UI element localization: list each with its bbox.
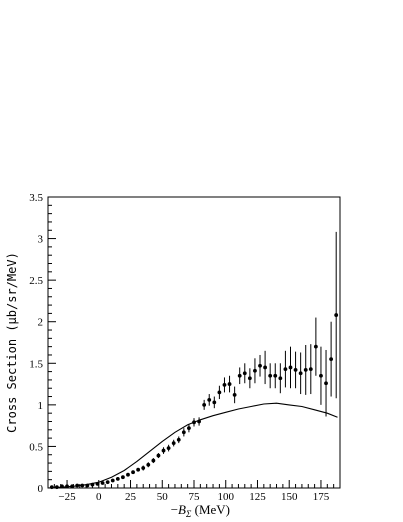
x-tick-label: −25 [58, 491, 76, 503]
data-point [105, 480, 110, 485]
data-point [131, 470, 135, 475]
data-point [268, 373, 273, 378]
data-point [217, 390, 222, 395]
x-axis-label-symbol: B [178, 502, 186, 517]
y-tick-label: 1 [38, 400, 44, 412]
x-tick-label: 100 [217, 491, 234, 503]
x-tick-label: 75 [189, 491, 201, 503]
data-points-layer [49, 231, 339, 490]
data-point [192, 420, 196, 425]
x-tick-label: 25 [125, 491, 137, 503]
data-point [171, 441, 176, 446]
data-point [110, 478, 115, 483]
data-point [161, 448, 166, 453]
data-point [100, 481, 105, 485]
data-point [60, 484, 64, 489]
x-tick-label: 50 [157, 491, 169, 503]
data-point [278, 376, 283, 381]
data-point [187, 426, 191, 431]
data-point [156, 453, 161, 458]
y-tick-label: 0 [38, 483, 44, 495]
x-tick-label: 125 [249, 491, 266, 503]
data-point [80, 483, 85, 488]
data-point [253, 368, 257, 373]
data-point [75, 483, 80, 488]
x-tick-label: 175 [313, 491, 330, 503]
y-tick-label: 3 [38, 234, 44, 246]
data-point [334, 313, 339, 317]
data-point [288, 365, 293, 370]
data-point [273, 373, 278, 378]
y-axis-label: Cross Section (μb/sr/MeV) [5, 252, 19, 433]
data-point [202, 402, 207, 407]
data-point [70, 484, 75, 489]
data-point [329, 357, 334, 362]
x-axis-label-prefix: − [171, 502, 178, 517]
y-tick-label: 0.5 [29, 441, 43, 453]
data-point [293, 368, 298, 372]
x-tick-label: 150 [281, 491, 298, 503]
data-point [222, 383, 227, 387]
x-axis-ticks: −25 0 25 50 75 100 125 150 175 [53, 480, 341, 503]
data-point [242, 371, 247, 376]
y-tick-label: 3.5 [29, 192, 43, 204]
x-axis-label: −BΣ (MeV) [171, 502, 230, 519]
data-point [126, 472, 130, 477]
data-point [141, 466, 146, 470]
data-point [197, 419, 201, 424]
model-curve-layer [47, 402, 338, 489]
x-tick-label: 0 [96, 491, 102, 503]
data-point [181, 430, 186, 435]
data-point [313, 344, 318, 349]
data-point [176, 437, 181, 442]
data-point [90, 482, 95, 487]
data-point [232, 392, 237, 397]
y-tick-label: 2.5 [29, 275, 43, 287]
data-point [247, 376, 252, 381]
data-point [263, 365, 267, 370]
x-axis-label-suffix: (MeV) [191, 502, 230, 517]
y-axis-ticks: 0 0.5 1 1.5 2 2.5 3 3.5 [29, 192, 56, 495]
x-axis-label-subscript: Σ [185, 509, 192, 519]
data-point [49, 485, 54, 490]
data-point [136, 467, 141, 472]
data-point [324, 381, 328, 386]
data-point [237, 373, 242, 378]
data-point [212, 400, 217, 405]
data-point [54, 485, 59, 490]
y-tick-label: 1.5 [29, 358, 43, 370]
data-point [115, 476, 120, 481]
y-tick-label: 2 [38, 317, 44, 329]
data-point [207, 397, 212, 402]
plot-frame [47, 196, 341, 489]
data-point [65, 484, 69, 489]
data-point [319, 373, 323, 378]
data-point [303, 368, 308, 372]
data-point [95, 481, 100, 486]
data-point [151, 458, 156, 463]
data-point [298, 371, 303, 376]
data-point [146, 462, 151, 467]
data-point [121, 475, 125, 480]
data-point [283, 367, 288, 372]
data-point [227, 382, 232, 386]
data-point [258, 363, 262, 368]
data-point [308, 367, 313, 372]
data-point [166, 446, 171, 450]
model-curve-line [47, 402, 338, 489]
data-point [85, 483, 90, 488]
